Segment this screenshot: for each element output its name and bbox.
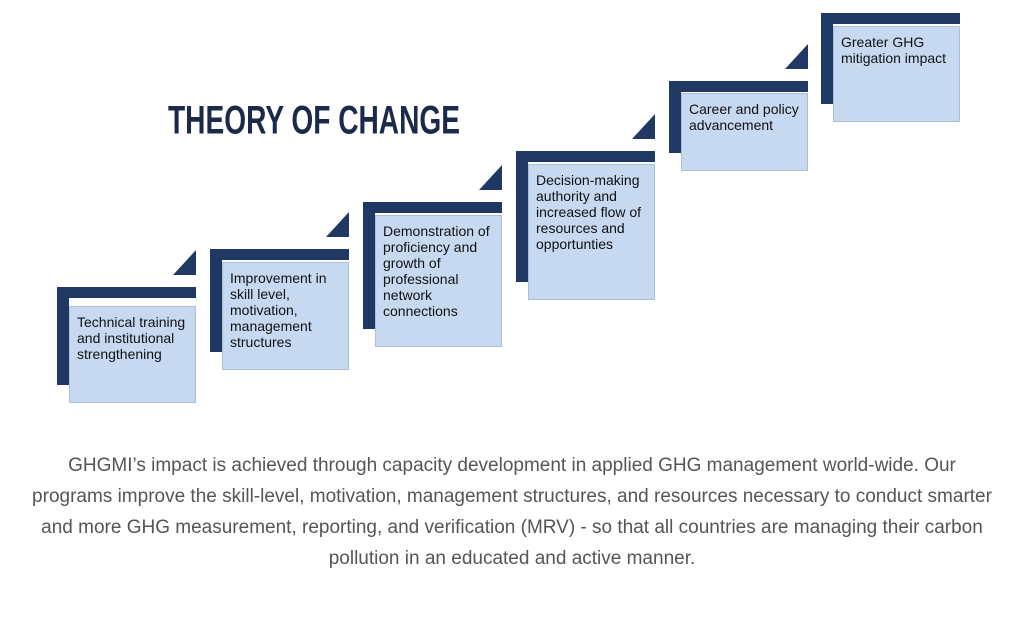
step-arrow bbox=[326, 212, 349, 237]
step-box: Greater GHG mitigation impact bbox=[833, 26, 960, 122]
step-bar-top bbox=[669, 81, 808, 92]
step-box: Decision-making authority and increased … bbox=[528, 164, 655, 300]
step-bar-top bbox=[516, 151, 655, 162]
title: THEORY OF CHANGE bbox=[168, 99, 460, 143]
diagram-graphics: THEORY OF CHANGE bbox=[168, 44, 808, 275]
step-arrow bbox=[173, 250, 196, 275]
step-bar-left bbox=[210, 249, 222, 352]
step-bar-top bbox=[210, 249, 349, 260]
step-bar-left bbox=[669, 81, 681, 153]
step-bar-top bbox=[57, 287, 196, 298]
description: GHGMI’s impact is achieved through capac… bbox=[32, 455, 992, 569]
step-box: Technical training and institutional str… bbox=[69, 306, 196, 403]
step-bar-left bbox=[821, 13, 833, 104]
step-arrow bbox=[785, 44, 808, 69]
step-arrow bbox=[632, 114, 655, 139]
step-box: Demonstration of proficiency and growth … bbox=[375, 215, 502, 347]
step-bar-top bbox=[363, 202, 502, 213]
step-bar-left bbox=[363, 202, 375, 329]
step-box: Improvement in skill level, motivation, … bbox=[222, 262, 349, 370]
step-bar-top bbox=[821, 13, 960, 24]
step-bar-left bbox=[57, 287, 69, 385]
step-bar-left bbox=[516, 151, 528, 282]
step-box: Career and policy advancement bbox=[681, 93, 808, 171]
step-arrow bbox=[479, 165, 502, 190]
